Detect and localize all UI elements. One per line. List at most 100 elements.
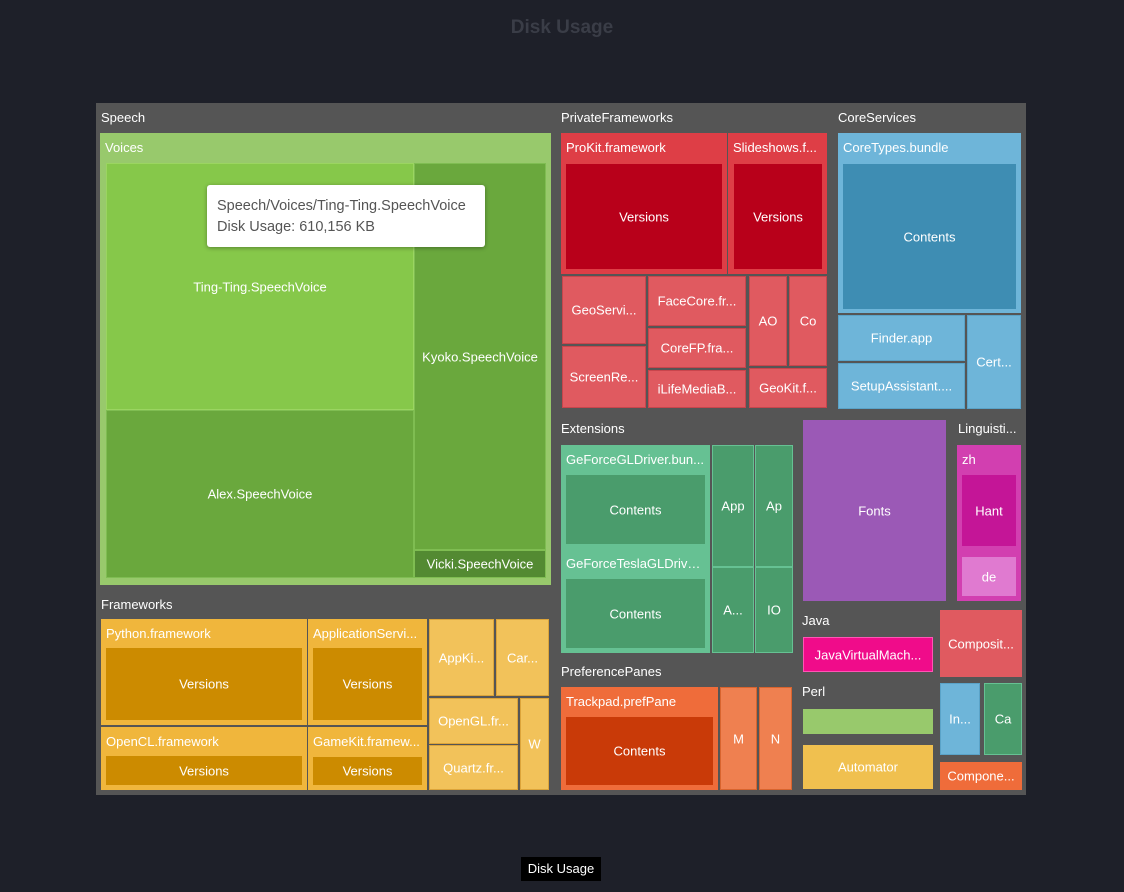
node-component-label: Compone... (947, 768, 1015, 784)
node-slideshows-versions[interactable]: Versions (734, 164, 822, 269)
node-m[interactable]: M (720, 687, 757, 790)
node-fonts[interactable]: Fonts (803, 420, 946, 601)
node-python-versions-label: Versions (179, 676, 229, 692)
node-facecore[interactable]: FaceCore.fr... (648, 276, 746, 326)
node-quartz[interactable]: Quartz.fr... (429, 745, 518, 790)
node-io[interactable]: IO (755, 567, 793, 653)
node-opengl[interactable]: OpenGL.fr... (429, 698, 518, 744)
node-ca-label: Ca (994, 711, 1012, 727)
node-python-label: Python.framework (106, 626, 211, 641)
node-w[interactable]: W (520, 698, 549, 790)
node-ilifemedia[interactable]: iLifeMediaB... (648, 370, 746, 408)
node-appservices-versions[interactable]: Versions (313, 648, 422, 720)
tooltip-value: Disk Usage: 610,156 KB (217, 219, 375, 235)
group-extensions-label: Extensions (561, 421, 625, 436)
group-preference-panes-label: PreferencePanes (561, 664, 662, 679)
chart-title: Disk Usage (510, 17, 614, 38)
node-geforcegl-contents[interactable]: Contents (566, 475, 705, 544)
node-opencl-versions[interactable]: Versions (106, 756, 302, 785)
node-fonts-label: Fonts (858, 503, 891, 518)
node-ilifemedia-label: iLifeMediaB... (657, 381, 737, 397)
group-frameworks-label: Frameworks (101, 597, 173, 612)
node-ap[interactable]: Ap (755, 445, 793, 567)
node-perl-bar[interactable] (803, 709, 933, 734)
node-setupassistant-label: SetupAssistant.... (850, 378, 953, 394)
node-automator-label: Automator (838, 759, 898, 775)
node-corefp-label: CoreFP.fra... (660, 340, 734, 356)
node-geforcetesla-label: GeForceTeslaGLDriver... (566, 556, 707, 571)
node-ao[interactable]: AO (749, 276, 787, 366)
node-ap-label: Ap (766, 498, 782, 514)
node-slideshows-versions-label: Versions (753, 209, 803, 224)
node-gamekit-versions-label: Versions (342, 763, 393, 779)
node-kyoko-label: Kyoko.SpeechVoice (422, 349, 538, 364)
node-w-label: W (528, 736, 541, 752)
node-javavm-label: JavaVirtualMach... (814, 647, 922, 662)
node-n[interactable]: N (759, 687, 792, 790)
node-carbon-label: Car... (506, 650, 539, 665)
node-screenrecorder-label: ScreenRe... (569, 369, 639, 385)
node-coretypes-label: CoreTypes.bundle (843, 140, 949, 155)
node-ting-ting-label: Ting-Ting.SpeechVoice (193, 279, 327, 294)
node-composition-label: Composit... (948, 636, 1014, 651)
node-finder[interactable]: Finder.app (838, 315, 965, 361)
group-linguistic-label: Linguisti... (958, 421, 1017, 436)
node-in[interactable]: In... (940, 683, 980, 755)
node-quartz-label: Quartz.fr... (443, 760, 504, 775)
node-m-label: M (733, 731, 744, 746)
node-geforcetesla-contents[interactable]: Contents (566, 579, 705, 648)
node-gamekit-versions[interactable]: Versions (313, 757, 422, 785)
node-trackpad-contents[interactable]: Contents (566, 717, 713, 785)
node-coretypes-contents[interactable]: Contents (843, 164, 1016, 309)
node-n-label: N (770, 731, 781, 746)
node-a-label: A... (723, 602, 743, 618)
node-corefp[interactable]: CoreFP.fra... (648, 328, 746, 368)
node-geforcegl-label: GeForceGLDriver.bun... (566, 452, 704, 467)
tooltip: Speech/Voices/Ting-Ting.SpeechVoice Disk… (207, 185, 485, 247)
node-geokit-label: GeoKit.f... (759, 380, 817, 396)
node-automator[interactable]: Automator (803, 745, 933, 789)
node-screenrecorder[interactable]: ScreenRe... (562, 346, 646, 408)
legend-item[interactable]: Disk Usage (521, 857, 601, 881)
node-composition[interactable]: Composit... (940, 610, 1022, 677)
node-appkit-label: AppKi... (438, 650, 485, 665)
node-appservices-label: ApplicationServi... (313, 626, 418, 641)
node-appkit[interactable]: AppKi... (429, 619, 494, 696)
node-geforcetesla-contents-label: Contents (609, 606, 662, 621)
node-javavm[interactable]: JavaVirtualMach... (803, 637, 933, 672)
node-geokit[interactable]: GeoKit.f... (749, 368, 827, 408)
node-geoservices[interactable]: GeoServi... (562, 276, 646, 344)
node-in-label: In... (949, 711, 971, 727)
node-python-versions[interactable]: Versions (106, 648, 302, 720)
group-private-frameworks-label: PrivateFrameworks (561, 110, 673, 125)
node-co[interactable]: Co (789, 276, 827, 366)
node-setupassistant[interactable]: SetupAssistant.... (838, 363, 965, 409)
node-facecore-label: FaceCore.fr... (657, 293, 737, 309)
node-de[interactable]: de (962, 557, 1016, 596)
node-opencl-label: OpenCL.framework (106, 734, 219, 749)
group-java-label: Java (802, 613, 830, 628)
node-hant[interactable]: Hant (962, 475, 1016, 546)
node-opencl-versions-label: Versions (179, 763, 229, 778)
node-hant-label: Hant (975, 503, 1003, 518)
node-app[interactable]: App (712, 445, 754, 567)
node-prokit-versions-label: Versions (619, 209, 669, 224)
node-alex-label: Alex.SpeechVoice (207, 486, 313, 502)
node-geoservices-label: GeoServi... (571, 302, 637, 318)
node-a[interactable]: A... (712, 567, 754, 653)
node-vicki-label: Vicki.SpeechVoice (426, 556, 534, 572)
node-carbon[interactable]: Car... (496, 619, 549, 696)
node-cert-label: Cert... (976, 354, 1012, 370)
node-component[interactable]: Compone... (940, 762, 1022, 790)
node-prokit-label: ProKit.framework (566, 140, 666, 155)
node-alex[interactable]: Alex.SpeechVoice (106, 410, 414, 578)
node-prokit-versions[interactable]: Versions (566, 164, 722, 269)
node-vicki[interactable]: Vicki.SpeechVoice (414, 550, 546, 578)
node-ca[interactable]: Ca (984, 683, 1022, 755)
node-trackpad-contents-label: Contents (613, 743, 666, 759)
tooltip-path: Speech/Voices/Ting-Ting.SpeechVoice (217, 198, 466, 214)
node-gamekit-label: GameKit.framew... (313, 734, 420, 749)
node-co-label: Co (799, 313, 817, 329)
group-core-services-label: CoreServices (838, 110, 917, 125)
node-cert[interactable]: Cert... (967, 315, 1021, 409)
